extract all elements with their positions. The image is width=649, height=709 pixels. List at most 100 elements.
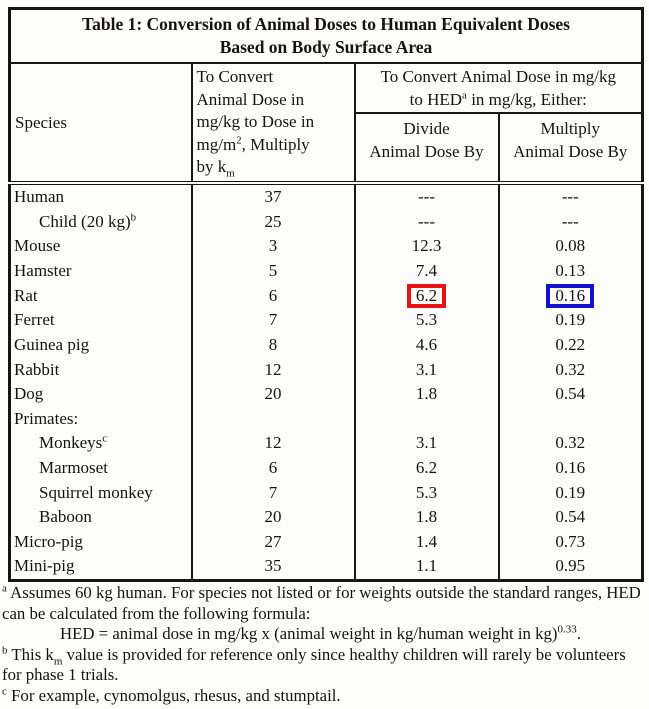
multiply-cell: 0.32 <box>497 357 643 383</box>
multiply-cell: 0.16 <box>497 283 643 309</box>
table-title: Table 1: Conversion of Animal Doses to H… <box>9 8 643 64</box>
multiply-cell <box>497 406 643 432</box>
col-header-species: Species <box>9 63 193 185</box>
km-cell: 20 <box>190 505 355 530</box>
table-row-monkeys: Monkeysc 12 3.1 0.32 <box>10 431 643 457</box>
table-row-primates-label: Primates: <box>10 406 643 432</box>
divide-cell: 4.6 <box>353 333 499 358</box>
km-cell: 7 <box>190 308 355 334</box>
table-title-line2: Based on Body Surface Area <box>219 37 433 57</box>
divide-cell: 7.4 <box>353 258 499 284</box>
hed-group-line2: to HEDa in mg/kg, Either: <box>409 89 587 109</box>
conversion-table: Table 1: Conversion of Animal Doses to H… <box>8 7 645 582</box>
multiply-cell: 0.19 <box>497 480 643 506</box>
table-row-child: Child (20 kg)b 25 --- --- <box>10 209 643 235</box>
footnote-a: a Assumes 60 kg human. For species not l… <box>2 582 641 623</box>
km-header-line1: To Convert <box>196 67 274 86</box>
km-cell: 5 <box>190 258 355 284</box>
species-cell: Mouse <box>14 236 61 256</box>
table-row-hamster: Hamster 5 7.4 0.13 <box>10 258 643 284</box>
km-cell: 12 <box>190 357 355 383</box>
species-cell: Human <box>14 187 65 206</box>
multiply-cell: 0.19 <box>497 308 643 334</box>
table-row-guinea-pig: Guinea pig 8 4.6 0.22 <box>10 333 643 358</box>
col-header-km: To Convert Animal Dose in mg/kg to Dose … <box>191 63 356 185</box>
table-row-squirrel-monkey: Squirrel monkey 7 5.3 0.19 <box>10 480 643 506</box>
multiply-cell: 0.13 <box>497 258 643 284</box>
km-header-line2: Animal Dose in <box>196 89 305 109</box>
divide-cell: 3.1 <box>353 357 499 383</box>
species-cell: Rabbit <box>14 359 60 379</box>
species-cell: Squirrel monkey <box>39 482 153 502</box>
km-header-line4: mg/m2, Multiply <box>196 133 310 154</box>
footnote-a-marker: a <box>2 582 7 595</box>
km-cell: 3 <box>190 234 355 259</box>
divide-cell <box>353 406 499 432</box>
divide-cell: --- <box>353 209 499 235</box>
multiply-header-line1: Multiply <box>540 119 601 138</box>
species-cell: Rat <box>14 285 38 305</box>
multiply-cell: 0.95 <box>497 554 643 581</box>
divide-cell: 1.8 <box>353 505 499 530</box>
multiply-cell: --- <box>497 209 643 235</box>
multiply-cell: 0.54 <box>497 382 643 407</box>
divide-cell: 6.2 <box>353 283 499 309</box>
species-cell: Monkeysc <box>39 432 108 453</box>
species-cell: Baboon <box>39 507 92 527</box>
multiply-cell: 0.16 <box>497 456 643 481</box>
species-cell: Dog <box>14 384 44 404</box>
species-cell: Micro-pig <box>14 531 83 551</box>
footnote-c-marker: c <box>2 685 7 698</box>
km-cell: 6 <box>190 456 355 481</box>
species-cell: Mini-pig <box>14 556 75 576</box>
km-cell: 35 <box>190 554 355 581</box>
divide-cell: 3.1 <box>353 431 499 457</box>
multiply-cell: 0.22 <box>497 333 643 358</box>
divide-cell: 1.1 <box>353 554 499 581</box>
footnote-a-formula: HED = animal dose in mg/kg x (animal wei… <box>60 623 581 644</box>
col-header-hed-group: To Convert Animal Dose in mg/kg to HEDa … <box>354 63 643 114</box>
table-row-mini-pig: Mini-pig 35 1.1 0.95 <box>10 554 643 581</box>
table-row-marmoset: Marmoset 6 6.2 0.16 <box>10 456 643 481</box>
table-row-rat: Rat 6 6.2 0.16 <box>10 283 643 309</box>
divide-header-line1: Divide <box>403 119 450 138</box>
km-cell: 7 <box>190 480 355 506</box>
km-cell: 20 <box>190 382 355 407</box>
species-header-label: Species <box>15 112 67 132</box>
species-cell: Guinea pig <box>14 335 90 355</box>
table-title-line1: Table 1: Conversion of Animal Doses to H… <box>82 14 570 34</box>
species-cell: Hamster <box>14 260 72 280</box>
km-cell: 37 <box>190 183 355 210</box>
km-cell: 8 <box>190 333 355 358</box>
species-cell: Marmoset <box>39 458 108 478</box>
divide-cell: 6.2 <box>353 456 499 481</box>
species-cell: Ferret <box>14 310 55 330</box>
table-row-dog: Dog 20 1.8 0.54 <box>10 382 643 407</box>
divide-cell: 1.8 <box>353 382 499 407</box>
footnotes: a Assumes 60 kg human. For species not l… <box>2 583 647 707</box>
multiply-header-line2: Animal Dose By <box>513 142 628 161</box>
divide-cell: 5.3 <box>353 308 499 334</box>
km-header-line3: mg/kg to Dose in <box>196 112 315 131</box>
multiply-cell: 0.73 <box>497 529 643 555</box>
header-row-sub: Divide Animal Dose By Multiply Animal Do… <box>10 113 643 185</box>
table-row-human: Human 37 --- --- <box>10 183 643 210</box>
table-row-ferret: Ferret 7 5.3 0.19 <box>10 308 643 334</box>
multiply-cell: 0.32 <box>497 431 643 457</box>
footnote-b: b This km value is provided for referenc… <box>2 644 626 685</box>
multiply-cell: --- <box>497 183 643 210</box>
divide-cell: --- <box>353 183 499 210</box>
divide-cell: 12.3 <box>353 234 499 259</box>
divide-cell: 5.3 <box>353 480 499 506</box>
species-cell: Primates: <box>14 408 79 428</box>
footnote-ref-c: c <box>102 432 108 445</box>
km-cell: 6 <box>190 283 355 309</box>
table-row-mouse: Mouse 3 12.3 0.08 <box>10 234 643 259</box>
table-row-micro-pig: Micro-pig 27 1.4 0.73 <box>10 529 643 555</box>
divide-header-line2: Animal Dose By <box>369 142 484 161</box>
red-highlight-box: 6.2 <box>406 284 447 309</box>
km-cell: 25 <box>190 209 355 235</box>
footnote-b-marker: b <box>2 644 8 657</box>
footnote-c: c For example, cynomolgus, rhesus, and s… <box>2 685 341 705</box>
